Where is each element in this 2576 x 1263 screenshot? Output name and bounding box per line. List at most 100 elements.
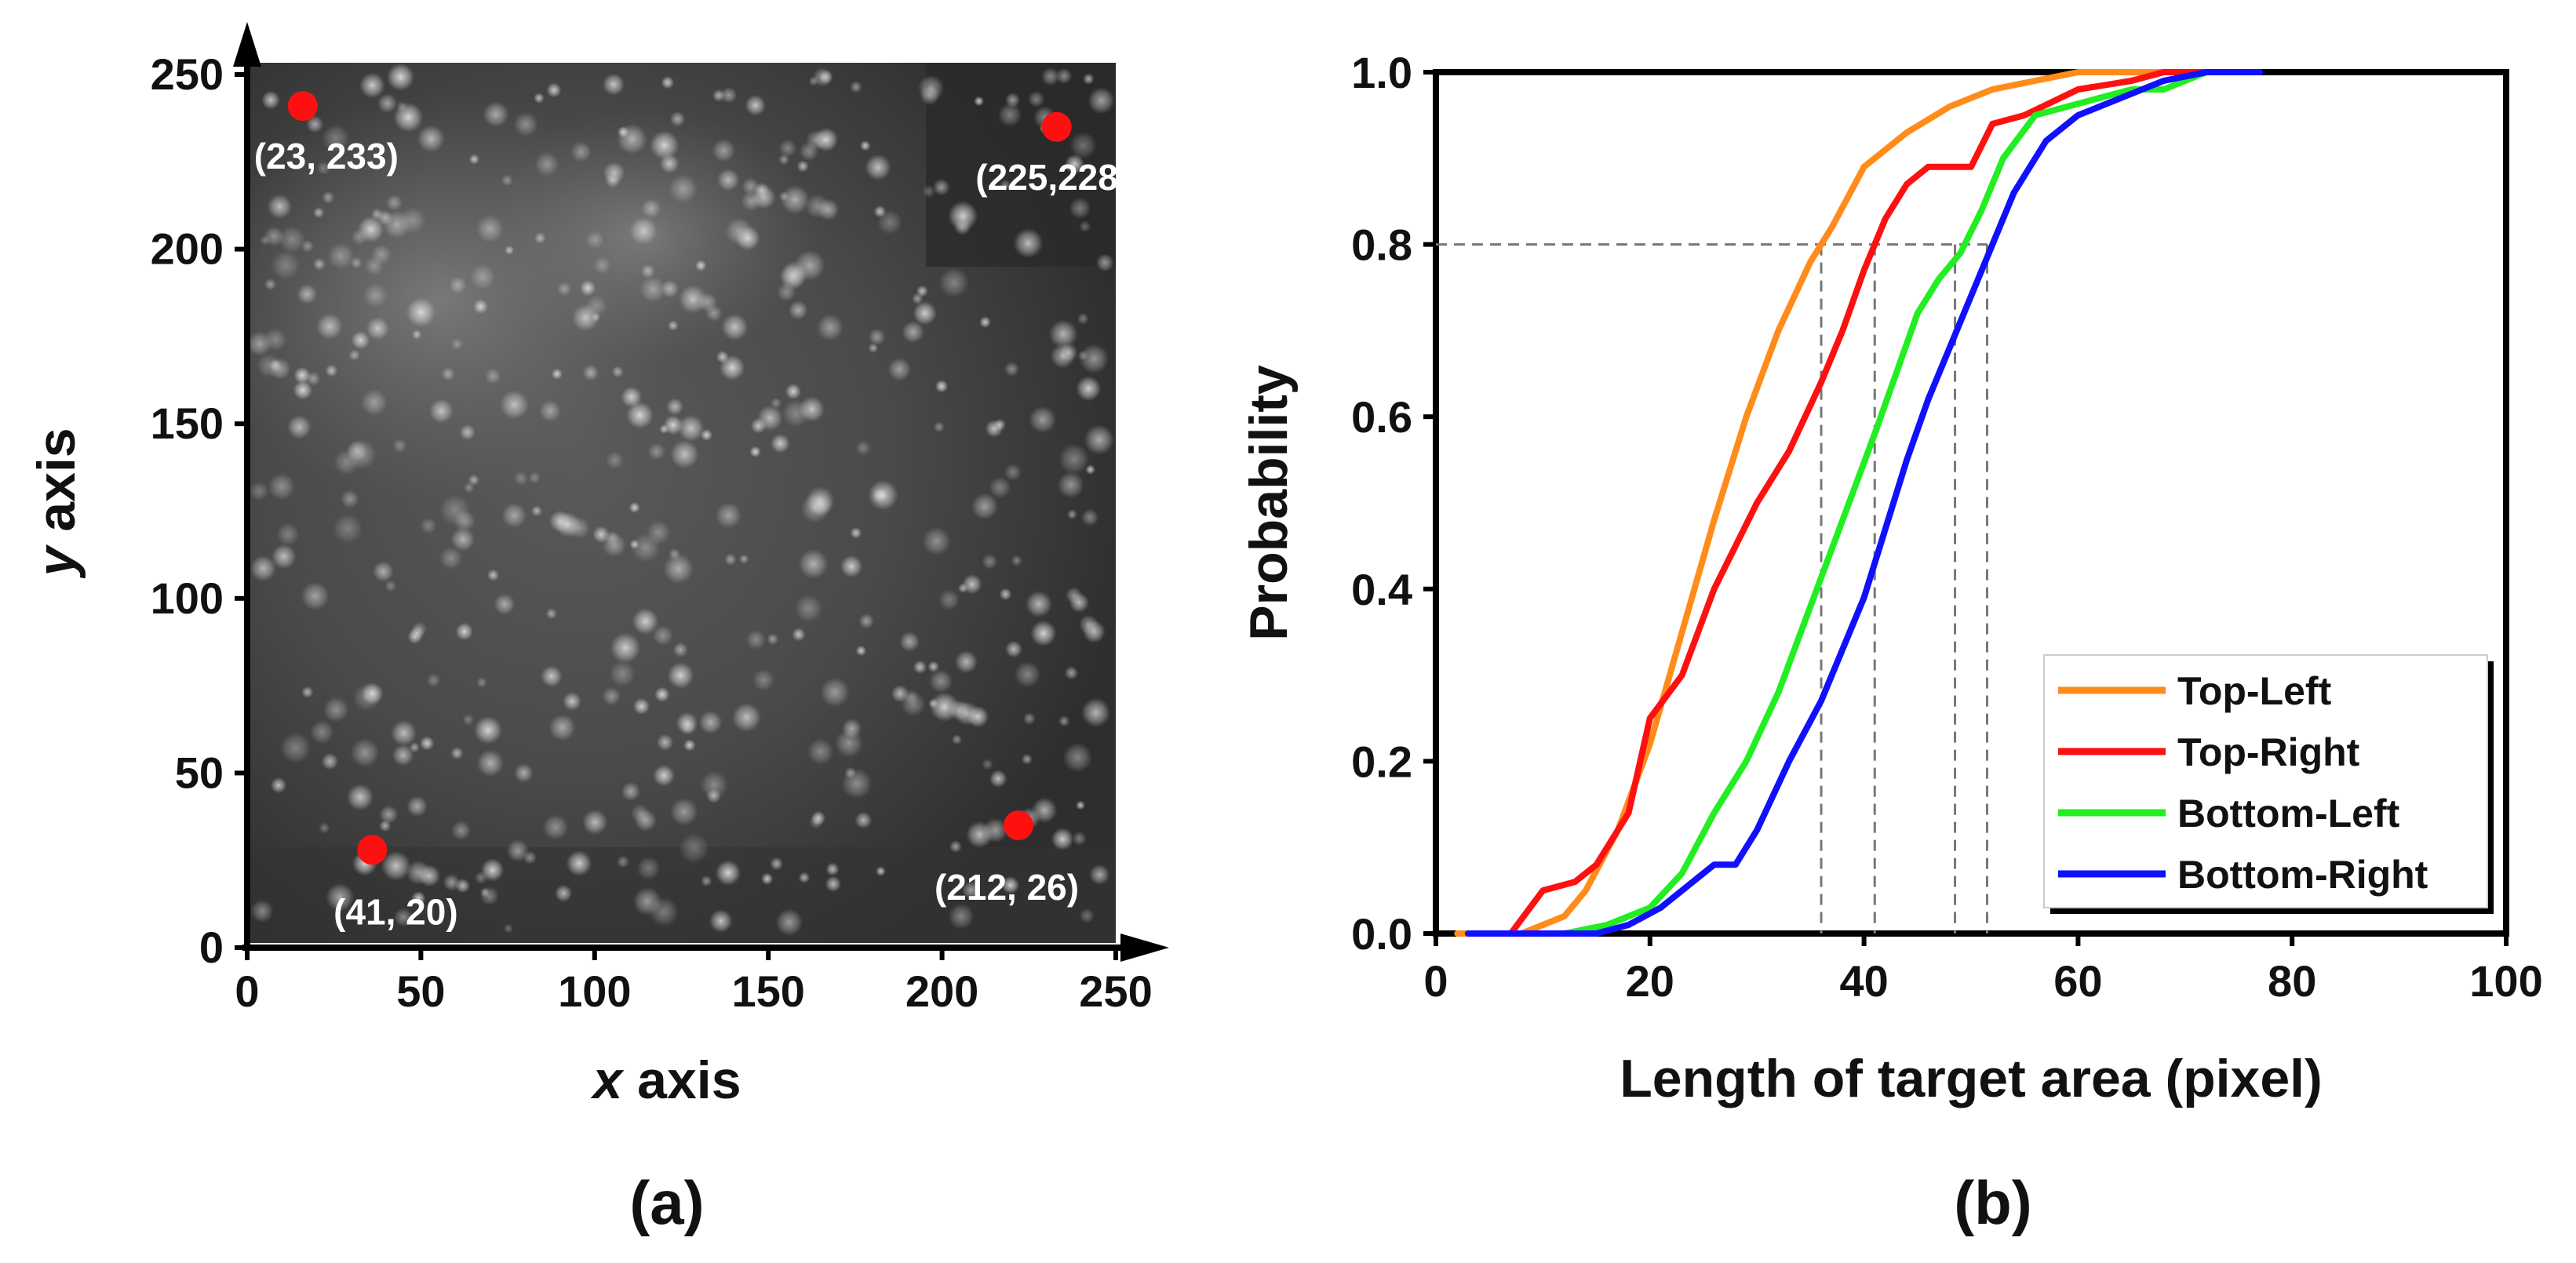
- fluorescent-spot: [1078, 220, 1091, 233]
- fluorescent-spot: [938, 268, 969, 298]
- fluorescent-spot: [669, 111, 686, 127]
- fluorescent-spot: [630, 803, 650, 823]
- microscopy-image: [247, 63, 1116, 943]
- fluorescent-spot: [250, 899, 274, 923]
- fluorescent-spot: [712, 139, 736, 162]
- fluorescent-spot: [379, 805, 399, 824]
- fluorescent-spot: [426, 673, 441, 688]
- fluorescent-spot: [505, 245, 515, 255]
- a-y-tick-label: 50: [175, 748, 224, 797]
- fluorescent-spot: [377, 93, 398, 114]
- fluorescent-spot: [523, 850, 537, 864]
- fluorescent-spot: [359, 72, 385, 99]
- fluorescent-spot: [301, 581, 330, 610]
- fluorescent-spot: [1011, 555, 1022, 566]
- fluorescent-spot: [706, 788, 722, 804]
- fluorescent-spot: [661, 75, 675, 89]
- a-corner-point: [1041, 111, 1072, 142]
- fluorescent-spot: [428, 399, 454, 424]
- fluorescent-spot: [834, 729, 864, 758]
- fluorescent-spot: [392, 439, 407, 453]
- fluorescent-spot: [632, 608, 659, 635]
- fluorescent-spot: [799, 141, 819, 162]
- fluorescent-spot: [361, 682, 384, 705]
- fluorescent-spot: [501, 502, 527, 529]
- fluorescent-spot: [1083, 73, 1095, 85]
- a-point-label: (23, 233): [254, 136, 399, 177]
- fluorescent-spot: [1064, 666, 1079, 680]
- fluorescent-spot: [928, 669, 953, 693]
- fluorescent-spot: [366, 316, 390, 340]
- fluorescent-spot: [825, 862, 840, 876]
- fluorescent-spot: [476, 677, 487, 688]
- fluorescent-spot: [609, 661, 636, 687]
- fluorescent-spot: [406, 860, 431, 886]
- fluorescent-spot: [948, 201, 978, 231]
- fluorescent-spot: [1069, 197, 1091, 220]
- fluorescent-spot: [616, 855, 630, 868]
- fluorescent-spot: [474, 871, 488, 885]
- fluorescent-spot: [513, 111, 538, 137]
- b-y-tick-label: 0.0: [1351, 909, 1412, 959]
- fluorescent-spot: [625, 401, 654, 429]
- fluorescent-spot: [264, 226, 285, 247]
- fluorescent-spot: [270, 777, 287, 794]
- fluorescent-spot: [778, 191, 789, 202]
- b-x-tick-label: 60: [2053, 956, 2102, 1006]
- fluorescent-spot: [785, 383, 802, 400]
- b-x-tick-label: 20: [1626, 956, 1674, 1006]
- fluorescent-spot: [468, 154, 480, 165]
- fluorescent-spot: [312, 257, 326, 271]
- a-x-axis-title: x axis: [590, 1050, 741, 1110]
- fluorescent-spot: [268, 472, 296, 500]
- fluorescent-spot: [406, 795, 428, 817]
- fluorescent-spot: [989, 476, 1011, 499]
- fluorescent-spot: [712, 89, 726, 102]
- fluorescent-spot: [951, 734, 963, 745]
- fluorescent-spot: [855, 440, 871, 456]
- fluorescent-spot: [321, 752, 339, 770]
- fluorescent-spot: [306, 115, 324, 133]
- fluorescent-spot: [264, 278, 277, 291]
- fluorescent-spot: [653, 764, 676, 787]
- fluorescent-spot: [887, 357, 912, 381]
- fluorescent-spot: [1057, 471, 1084, 499]
- fluorescent-spot: [876, 209, 902, 235]
- fluorescent-spot: [1021, 753, 1033, 765]
- fluorescent-spot: [592, 256, 611, 275]
- fluorescent-spot: [546, 82, 562, 98]
- fluorescent-spot: [989, 770, 1007, 788]
- fluorescent-spot: [756, 405, 783, 431]
- fluorescent-spot: [859, 140, 871, 151]
- fluorescent-spot: [680, 719, 696, 735]
- a-x-tick-label: 200: [905, 966, 978, 1016]
- fluorescent-spot: [1076, 800, 1085, 810]
- fluorescent-spot: [721, 313, 749, 341]
- fluorescent-spot: [1080, 508, 1099, 526]
- fluorescent-spot: [419, 736, 435, 751]
- fluorescent-spot: [309, 720, 334, 744]
- fluorescent-spot: [390, 719, 417, 747]
- fluorescent-spot: [617, 126, 629, 138]
- fluorescent-spot: [868, 328, 886, 346]
- fluorescent-spot: [814, 127, 839, 152]
- fluorescent-spot: [566, 850, 592, 877]
- fluorescent-spot: [483, 101, 509, 128]
- fluorescent-spot: [1040, 67, 1060, 86]
- fluorescent-spot: [1030, 620, 1057, 647]
- fluorescent-spot: [954, 650, 978, 674]
- fluorescent-spot: [455, 622, 474, 641]
- fluorescent-spot: [1004, 92, 1021, 108]
- fluorescent-spot: [788, 300, 808, 320]
- fluorescent-spot: [731, 702, 762, 733]
- fluorescent-spot: [475, 214, 505, 243]
- fluorescent-spot: [715, 860, 741, 886]
- a-y-tick-label: 200: [151, 224, 224, 274]
- fluorescent-spot: [1013, 227, 1044, 259]
- fluorescent-spot: [439, 494, 471, 526]
- fluorescent-spot: [1058, 715, 1070, 727]
- fluorescent-spot: [276, 522, 300, 546]
- a-y-tick-label: 250: [151, 49, 224, 99]
- fluorescent-spot: [499, 390, 530, 420]
- fluorescent-spot: [451, 821, 472, 841]
